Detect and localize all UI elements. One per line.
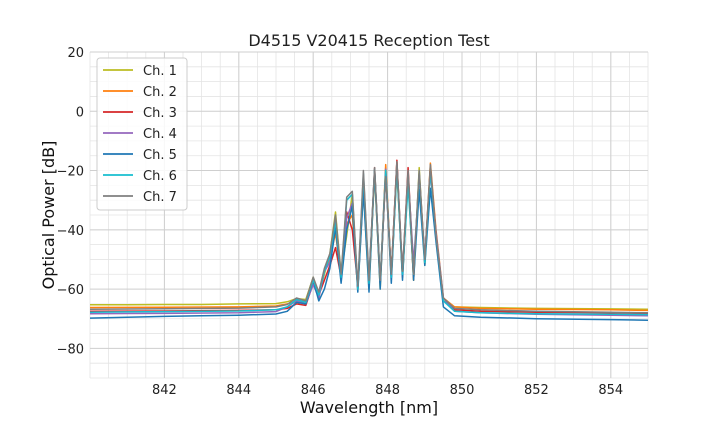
y-tick-label: −80	[57, 342, 84, 357]
x-tick-label: 846	[301, 383, 326, 398]
y-tick-label: −60	[57, 283, 84, 298]
legend-label-ch-6: Ch. 6	[143, 169, 177, 184]
legend-box	[96, 57, 188, 211]
legend-label-ch-3: Ch. 3	[143, 106, 177, 121]
x-tick-label: 854	[598, 383, 623, 398]
x-tick-label: 850	[450, 383, 475, 398]
chart-title: D4515 V20415 Reception Test	[248, 31, 489, 50]
legend-label-ch-4: Ch. 4	[143, 127, 177, 142]
y-tick-label: −20	[57, 165, 84, 180]
x-tick-label: 852	[524, 383, 549, 398]
legend-label-ch-1: Ch. 1	[143, 64, 177, 79]
series-line-ch-7	[89, 160, 649, 314]
x-axis-title: Wavelength [nm]	[300, 398, 438, 417]
legend-label-ch-7: Ch. 7	[143, 190, 177, 205]
legend-label-ch-5: Ch. 5	[143, 148, 177, 163]
legend: Ch. 1 Ch. 2 Ch. 3 Ch. 4 Ch. 5 Ch. 6 Ch. 7	[96, 57, 188, 211]
y-tick-label: 0	[76, 105, 84, 120]
x-tick-label: 844	[226, 383, 251, 398]
legend-label-ch-2: Ch. 2	[143, 85, 177, 100]
x-tick-label: 842	[152, 383, 177, 398]
x-tick-labels: 842 844 846 848 850 852 854	[152, 383, 623, 398]
y-tick-label: 20	[67, 46, 84, 61]
y-tick-labels: −80 −60 −40 −20 0 20	[57, 46, 84, 357]
y-axis-title: Optical Power [dB]	[39, 141, 58, 290]
series-lines	[89, 159, 649, 321]
x-tick-label: 848	[375, 383, 400, 398]
y-tick-label: −40	[57, 224, 84, 239]
